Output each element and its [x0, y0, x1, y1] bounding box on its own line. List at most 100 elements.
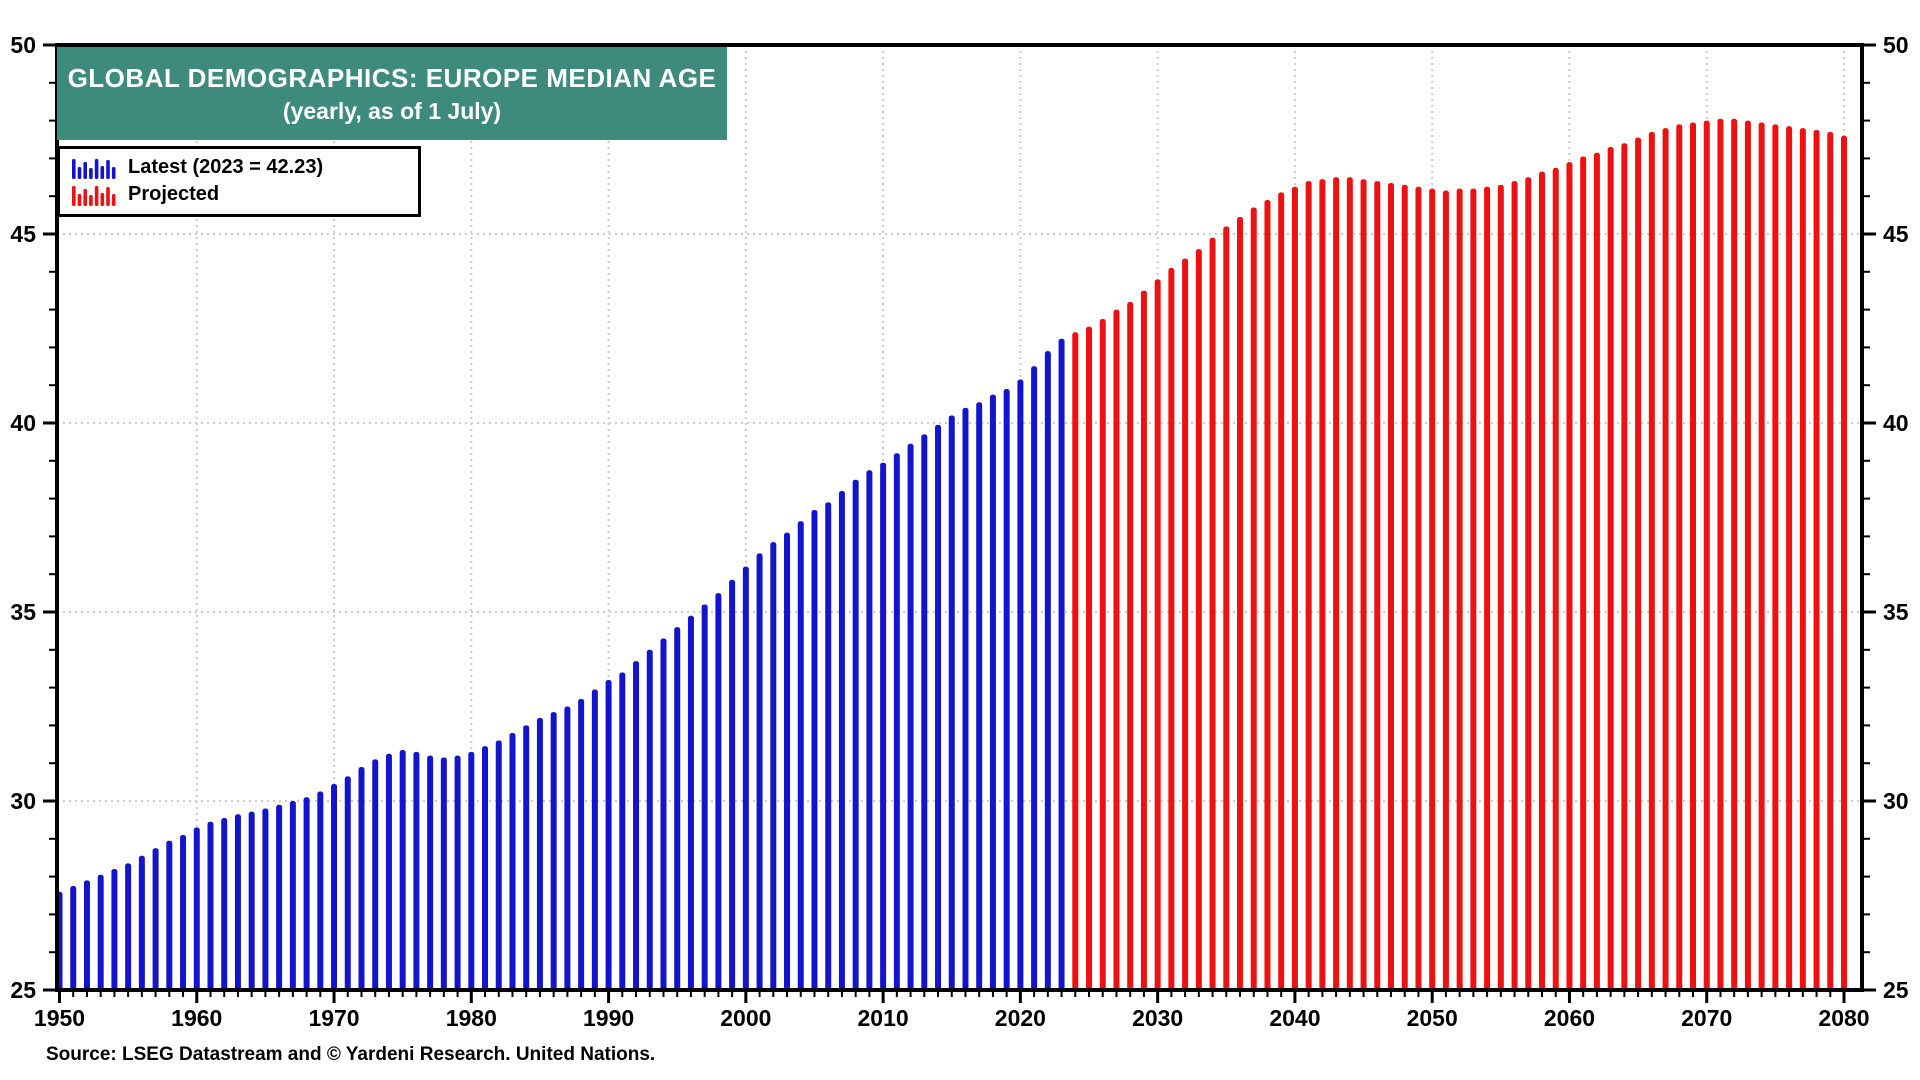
- chart-title: GLOBAL DEMOGRAPHICS: EUROPE MEDIAN AGE: [67, 62, 717, 93]
- bar-1951: [70, 886, 77, 990]
- bar-2073: [1744, 120, 1751, 991]
- x-axis-label: 2000: [720, 1005, 771, 1031]
- chart-subtitle: (yearly, as of 1 July): [282, 98, 502, 125]
- x-axis-label: 2010: [858, 1005, 909, 1031]
- mini-bar: [83, 161, 87, 179]
- bar-1963: [234, 814, 241, 990]
- bar-2035: [1223, 226, 1230, 990]
- source-note: Source: LSEG Datastream and © Yardeni Re…: [46, 1044, 656, 1065]
- x-axis-label: 1950: [34, 1005, 85, 1031]
- bar-1958: [166, 840, 173, 990]
- bar-2065: [1635, 137, 1642, 991]
- bar-1981: [482, 746, 489, 990]
- bar-2039: [1278, 192, 1285, 991]
- bar-2001: [756, 553, 763, 990]
- bar-1986: [550, 712, 557, 990]
- bar-2047: [1388, 182, 1395, 991]
- bar-2016: [962, 407, 969, 990]
- y-axis-label-left: 25: [10, 977, 36, 1003]
- bar-2040: [1291, 186, 1298, 990]
- bar-2008: [852, 479, 859, 990]
- bar-1971: [344, 776, 351, 990]
- mini-bar: [94, 158, 99, 179]
- bar-2014: [935, 424, 942, 990]
- bar-2017: [976, 402, 983, 991]
- bar-2067: [1662, 128, 1669, 990]
- bar-1980: [468, 751, 475, 990]
- bar-1977: [427, 755, 434, 990]
- bar-1975: [399, 749, 406, 990]
- x-axis-label: 2030: [1132, 1005, 1183, 1031]
- bar-1978: [440, 757, 447, 990]
- bar-2054: [1484, 186, 1491, 990]
- bar-2007: [838, 491, 845, 990]
- bar-2026: [1099, 319, 1106, 990]
- y-axis-label-left: 40: [10, 410, 36, 436]
- bar-2060: [1566, 162, 1573, 990]
- y-axis-label-left: 50: [10, 32, 36, 58]
- bar-2031: [1168, 268, 1175, 990]
- y-axis-label-left: 35: [10, 599, 36, 625]
- bar-2043: [1333, 177, 1340, 991]
- bar-2033: [1195, 249, 1202, 990]
- bar-1952: [83, 880, 90, 990]
- bar-1976: [413, 751, 420, 990]
- bar-2069: [1690, 122, 1697, 991]
- bar-2003: [784, 532, 791, 990]
- mini-bar: [72, 158, 76, 179]
- bar-1997: [701, 604, 708, 990]
- bar-1959: [180, 835, 187, 990]
- mini-bar: [72, 185, 76, 206]
- bar-2059: [1552, 167, 1559, 991]
- bar-1999: [729, 579, 736, 990]
- bar-2037: [1250, 207, 1257, 991]
- mini-bar: [106, 159, 110, 179]
- legend-label-latest: Latest (2023 = 42.23): [128, 156, 324, 178]
- bar-2036: [1237, 216, 1244, 991]
- bar-2012: [907, 443, 914, 990]
- y-axis-label-right: 50: [1883, 32, 1909, 58]
- bar-2013: [921, 434, 928, 991]
- bar-2058: [1539, 171, 1546, 990]
- bar-1966: [276, 804, 283, 990]
- mini-bar: [77, 166, 82, 179]
- bar-1984: [523, 725, 530, 990]
- bar-2030: [1154, 279, 1161, 990]
- bar-2062: [1593, 152, 1600, 991]
- bar-1979: [454, 755, 461, 990]
- bar-1960: [193, 827, 200, 990]
- bar-2029: [1140, 290, 1147, 990]
- bar-2002: [770, 542, 777, 990]
- mini-bar: [111, 193, 116, 206]
- bar-2068: [1676, 124, 1683, 990]
- x-axis-label: 1960: [171, 1005, 222, 1031]
- x-axis-label: 2050: [1407, 1005, 1458, 1031]
- x-axis-label: 2070: [1681, 1005, 1732, 1031]
- bar-2070: [1703, 120, 1710, 991]
- bar-2042: [1319, 179, 1326, 990]
- bar-1994: [660, 638, 667, 990]
- x-axis-label: 1990: [583, 1005, 634, 1031]
- legend-label-projected: Projected: [128, 183, 220, 205]
- bar-1972: [358, 766, 365, 990]
- legend: Latest (2023 = 42.23) Projected: [57, 146, 421, 217]
- y-axis-label-right: 40: [1883, 410, 1909, 436]
- bar-2027: [1113, 309, 1120, 991]
- bar-2045: [1360, 179, 1367, 990]
- bar-2075: [1772, 124, 1779, 990]
- bar-2011: [893, 453, 900, 990]
- bar-2080: [1841, 135, 1847, 991]
- bar-1992: [633, 661, 640, 990]
- y-axis-label-left: 30: [10, 788, 36, 814]
- bar-2063: [1607, 147, 1614, 990]
- bar-2046: [1374, 181, 1381, 990]
- bar-2010: [880, 462, 887, 990]
- bar-2038: [1264, 199, 1271, 991]
- bar-1962: [221, 818, 228, 990]
- x-axis-label: 2060: [1544, 1005, 1595, 1031]
- bar-2021: [1031, 366, 1038, 990]
- bar-2050: [1429, 188, 1436, 990]
- bar-1968: [303, 797, 310, 990]
- bar-2071: [1717, 118, 1724, 990]
